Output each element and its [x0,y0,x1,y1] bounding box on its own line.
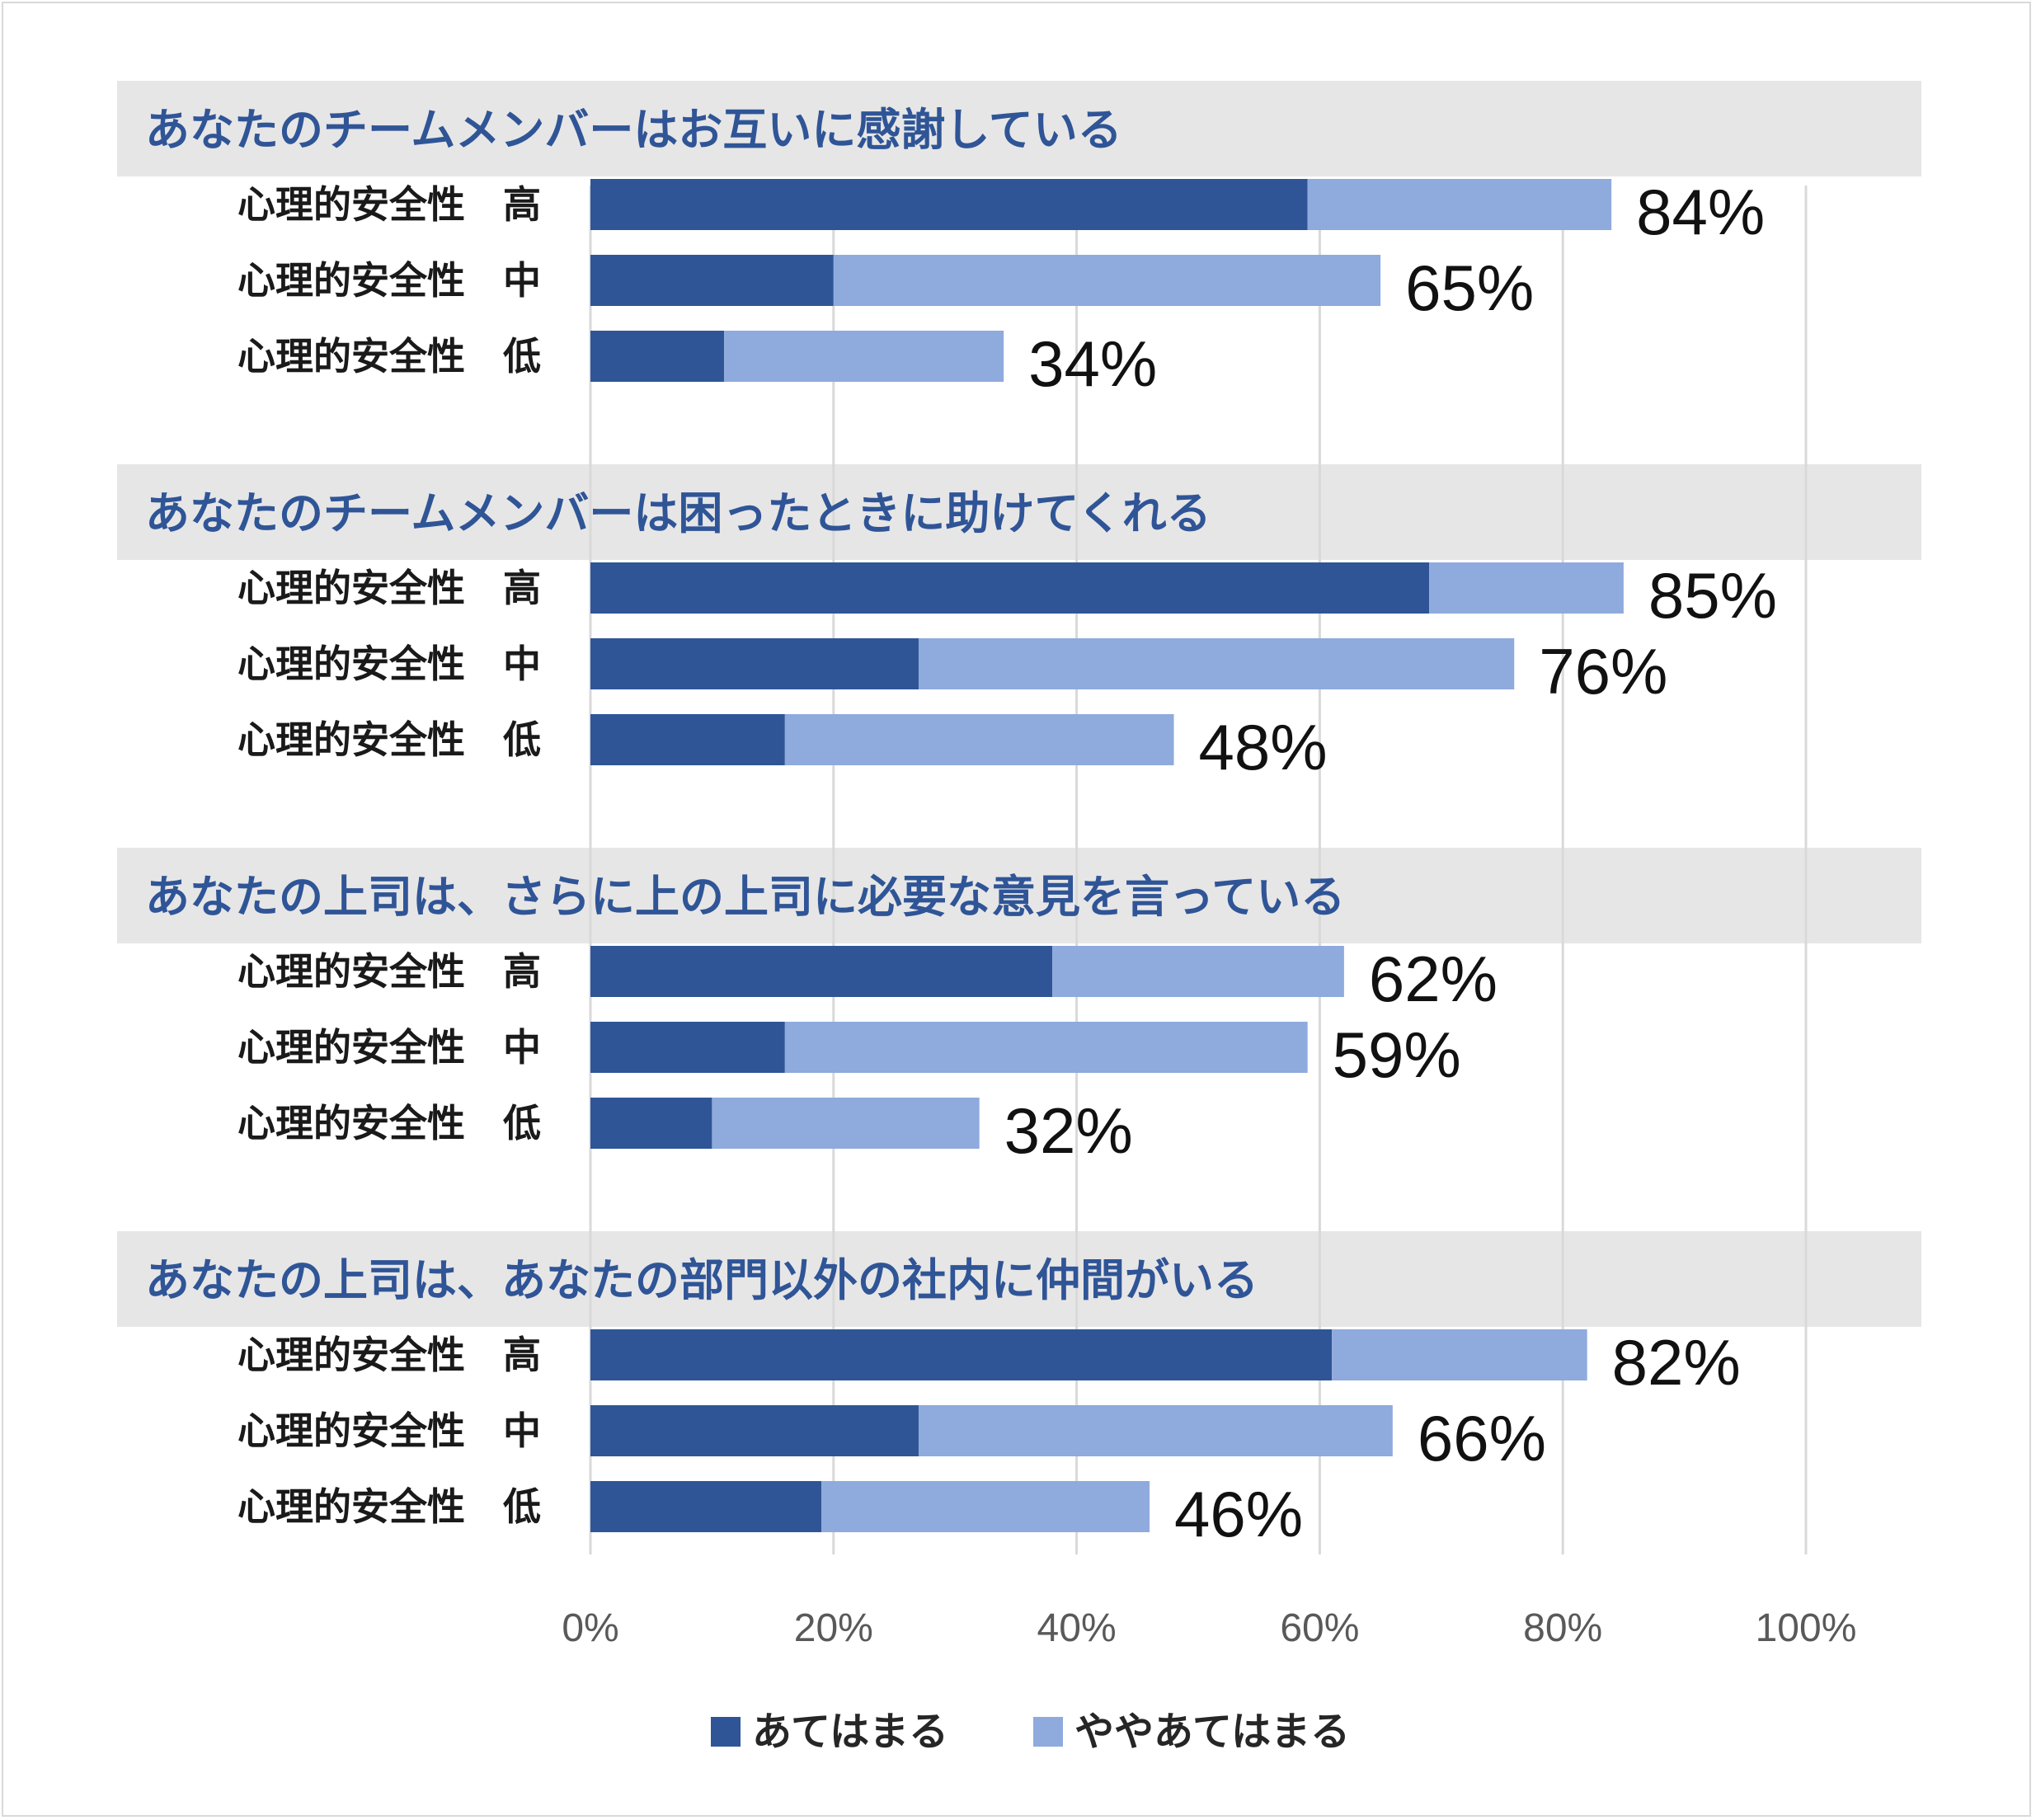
row-label: 心理的安全性 低 [237,717,541,762]
total-value-label: 84% [1636,176,1765,248]
bar-segment-yaya-atehamaru [1307,179,1612,230]
x-tick-label: 40% [1037,1606,1117,1650]
row-label: 心理的安全性 高 [237,949,541,994]
legend-label: あてはまる [752,1709,948,1755]
total-value-label: 76% [1539,635,1667,708]
bar-segment-atehamaru [590,638,919,689]
bar-segment-yaya-atehamaru [918,638,1515,689]
section-title: あなたの上司は、あなたの部門以外の社内に仲間がいる [145,1254,1258,1306]
total-value-label: 62% [1369,943,1498,1015]
bar-segment-atehamaru [590,1098,712,1149]
section-band [117,464,1921,560]
legend-swatch [1033,1717,1063,1747]
total-value-label: 48% [1199,711,1328,783]
row-label: 心理的安全性 高 [237,566,541,610]
row-label: 心理的安全性 中 [237,258,541,303]
section-title: あなたのチームメンバーはお互いに感謝している [145,104,1122,156]
bar-segment-atehamaru [590,255,834,306]
total-value-label: 46% [1174,1478,1303,1550]
bar-segment-atehamaru [590,331,725,382]
section-bands [117,81,1921,1327]
bar-segment-yaya-atehamaru [784,714,1174,765]
bar-segment-atehamaru [590,1022,785,1073]
row-label: 心理的安全性 中 [237,1025,541,1070]
row-label: 心理的安全性 中 [237,642,541,686]
section-title: あなたのチームメンバーは困ったときに助けてくれる [145,487,1211,539]
row-label: 心理的安全性 低 [237,334,541,379]
bar-segment-yaya-atehamaru [1429,562,1624,614]
row-label: 心理的安全性 低 [237,1484,541,1529]
row-label: 心理的安全性 高 [237,1333,541,1377]
section-title: あなたの上司は、さらに上の上司に必要な意見を言っている [145,871,1345,923]
x-tick-label: 60% [1280,1606,1359,1650]
bar-segment-atehamaru [590,1329,1333,1380]
total-value-label: 32% [1004,1094,1133,1167]
total-value-label: 34% [1028,327,1157,400]
bar-segment-atehamaru [590,1405,919,1456]
legend-label: ややあてはまる [1074,1709,1350,1755]
bar-segment-atehamaru [590,179,1308,230]
section-band [117,848,1921,943]
legend-swatch [711,1717,741,1747]
bars [590,179,1624,1532]
bar-segment-yaya-atehamaru [784,1022,1308,1073]
section-band [117,81,1921,176]
total-value-label: 85% [1648,559,1777,632]
x-axis: 0% 20% 40% 60% 80% 100% [562,1606,1856,1650]
x-tick-label: 0% [562,1606,618,1650]
row-label: 心理的安全性 高 [237,182,541,227]
total-value-label: 65% [1405,252,1534,324]
bar-segment-yaya-atehamaru [724,331,1004,382]
total-value-label: 59% [1333,1018,1461,1091]
row-label: 心理的安全性 低 [237,1101,541,1145]
section-band [117,1231,1921,1327]
row-label: 心理的安全性 中 [237,1409,541,1453]
gridlines [589,186,1808,1554]
legend: あてはまる ややあてはまる [711,1709,1350,1755]
x-tick-label: 20% [794,1606,873,1650]
bar-segment-atehamaru [590,562,1430,614]
total-value-label: 82% [1612,1326,1741,1399]
bar-segment-yaya-atehamaru [918,1405,1393,1456]
bar-segment-atehamaru [590,714,785,765]
x-tick-label: 100% [1756,1606,1857,1650]
bar-segment-yaya-atehamaru [833,255,1381,306]
bar-segment-yaya-atehamaru [712,1098,980,1149]
bar-segment-atehamaru [590,1481,822,1532]
bar-segment-yaya-atehamaru [821,1481,1150,1532]
x-tick-label: 80% [1523,1606,1602,1650]
bar-segment-yaya-atehamaru [1052,946,1344,997]
bar-segment-atehamaru [590,946,1053,997]
bar-segment-yaya-atehamaru [1332,1329,1587,1380]
total-value-label: 66% [1418,1402,1546,1474]
